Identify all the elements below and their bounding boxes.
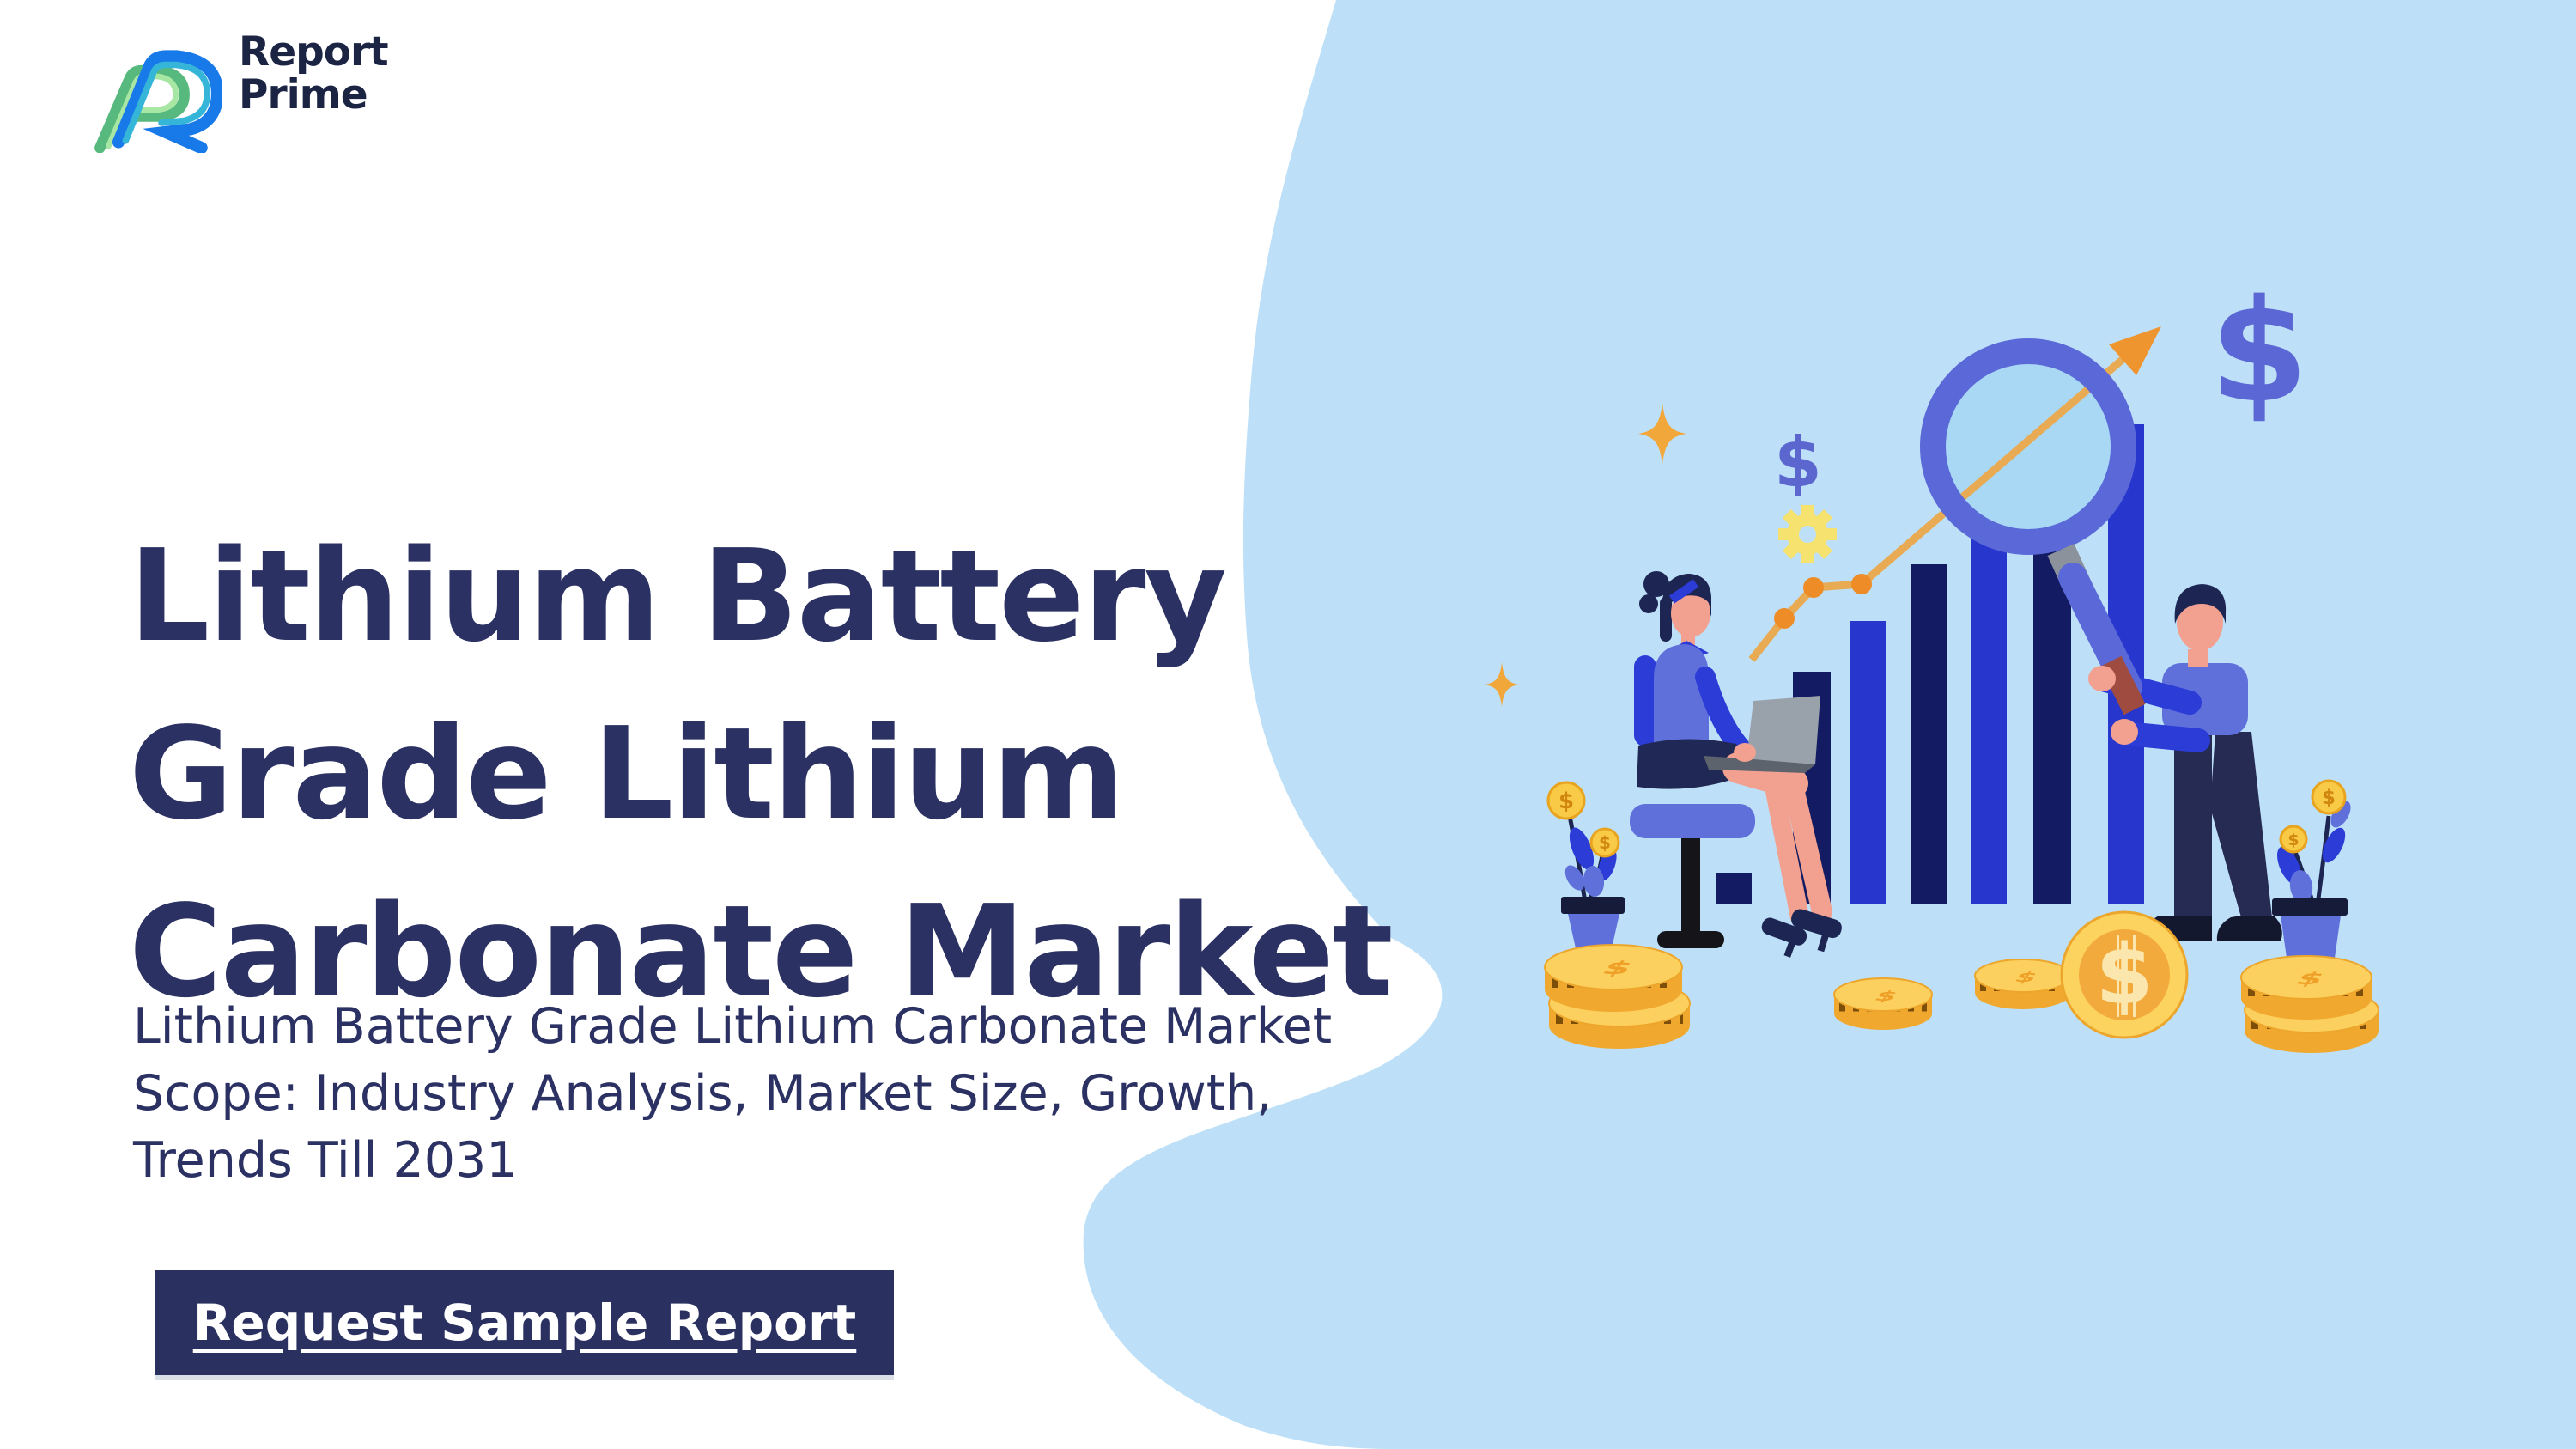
chart-bar bbox=[1850, 621, 1886, 904]
brand-line-2: Prime bbox=[239, 71, 368, 119]
arrow-up-icon bbox=[2109, 326, 2161, 375]
page-subtitle: Lithium Battery Grade Lithium Carbonate … bbox=[133, 993, 1332, 1194]
heading-line: Carbonate Market bbox=[129, 878, 1394, 1026]
logo[interactable]: Report Prime bbox=[50, 24, 389, 153]
svg-text:$: $ bbox=[1599, 832, 1611, 853]
woman-with-laptop bbox=[1634, 571, 1842, 958]
magnifier-rim bbox=[1920, 338, 2136, 555]
man-with-magnifier bbox=[2047, 543, 2282, 941]
request-sample-report-label: Request Sample Report bbox=[192, 1294, 857, 1352]
sparkle-icon bbox=[1484, 403, 1686, 707]
subtitle-line: Trends Till 2031 bbox=[133, 1132, 518, 1189]
chart-bar bbox=[1971, 520, 2007, 904]
chart-bar bbox=[1911, 564, 1947, 904]
coin-icon: $ $ bbox=[1546, 781, 1620, 858]
heading-line: Lithium Battery bbox=[129, 522, 1227, 671]
man-face bbox=[2177, 593, 2223, 651]
man-hand bbox=[2088, 666, 2116, 691]
laptop bbox=[1747, 696, 1820, 764]
magnifier-handle bbox=[2047, 543, 2146, 745]
woman-face bbox=[1671, 589, 1710, 637]
man-torso bbox=[2162, 663, 2248, 735]
svg-text:$: $ bbox=[2322, 787, 2336, 809]
woman-skirt bbox=[1637, 739, 1753, 789]
page-title: Lithium Battery Grade Lithium Carbonate … bbox=[129, 508, 1394, 1041]
high-heel-shoes bbox=[1761, 909, 1842, 958]
heading-line: Grade Lithium bbox=[129, 700, 1125, 849]
brand-line-1: Report bbox=[239, 28, 389, 76]
report-prime-logo-icon bbox=[94, 50, 222, 153]
svg-text:$: $ bbox=[1558, 788, 1574, 814]
coin-single: $ bbox=[1833, 977, 1933, 1030]
subtitle-line: Lithium Battery Grade Lithium Carbonate … bbox=[133, 998, 1333, 1055]
man-hair bbox=[2174, 584, 2227, 624]
woman-hand bbox=[1734, 743, 1756, 762]
coin-stack-left: $ bbox=[1544, 944, 1691, 1049]
big-dollar-coin: $ bbox=[2060, 910, 2189, 1039]
coin-icon: $ $ bbox=[2279, 779, 2347, 854]
brand-name: Report Prime bbox=[239, 24, 389, 119]
woman-vest bbox=[1654, 644, 1709, 747]
man-hand bbox=[2111, 719, 2138, 745]
man-shoe bbox=[2216, 916, 2282, 941]
svg-text:$: $ bbox=[2096, 927, 2154, 1023]
stool bbox=[1630, 804, 1755, 948]
dollar-sign-icon-small: $ bbox=[1774, 423, 1822, 502]
svg-text:$: $ bbox=[2287, 831, 2299, 849]
request-sample-report-button[interactable]: Request Sample Report bbox=[155, 1270, 894, 1375]
dollar-sign-icon-large: $ bbox=[2210, 269, 2309, 434]
coin-single: $ bbox=[1974, 959, 2072, 1009]
coin-stack-right: $ bbox=[2240, 955, 2379, 1053]
subtitle-line: Scope: Industry Analysis, Market Size, G… bbox=[133, 1065, 1273, 1122]
money-plant-left: $ $ bbox=[1546, 781, 1625, 952]
gear-icon bbox=[1778, 505, 1837, 563]
chart-bar bbox=[1716, 873, 1752, 904]
